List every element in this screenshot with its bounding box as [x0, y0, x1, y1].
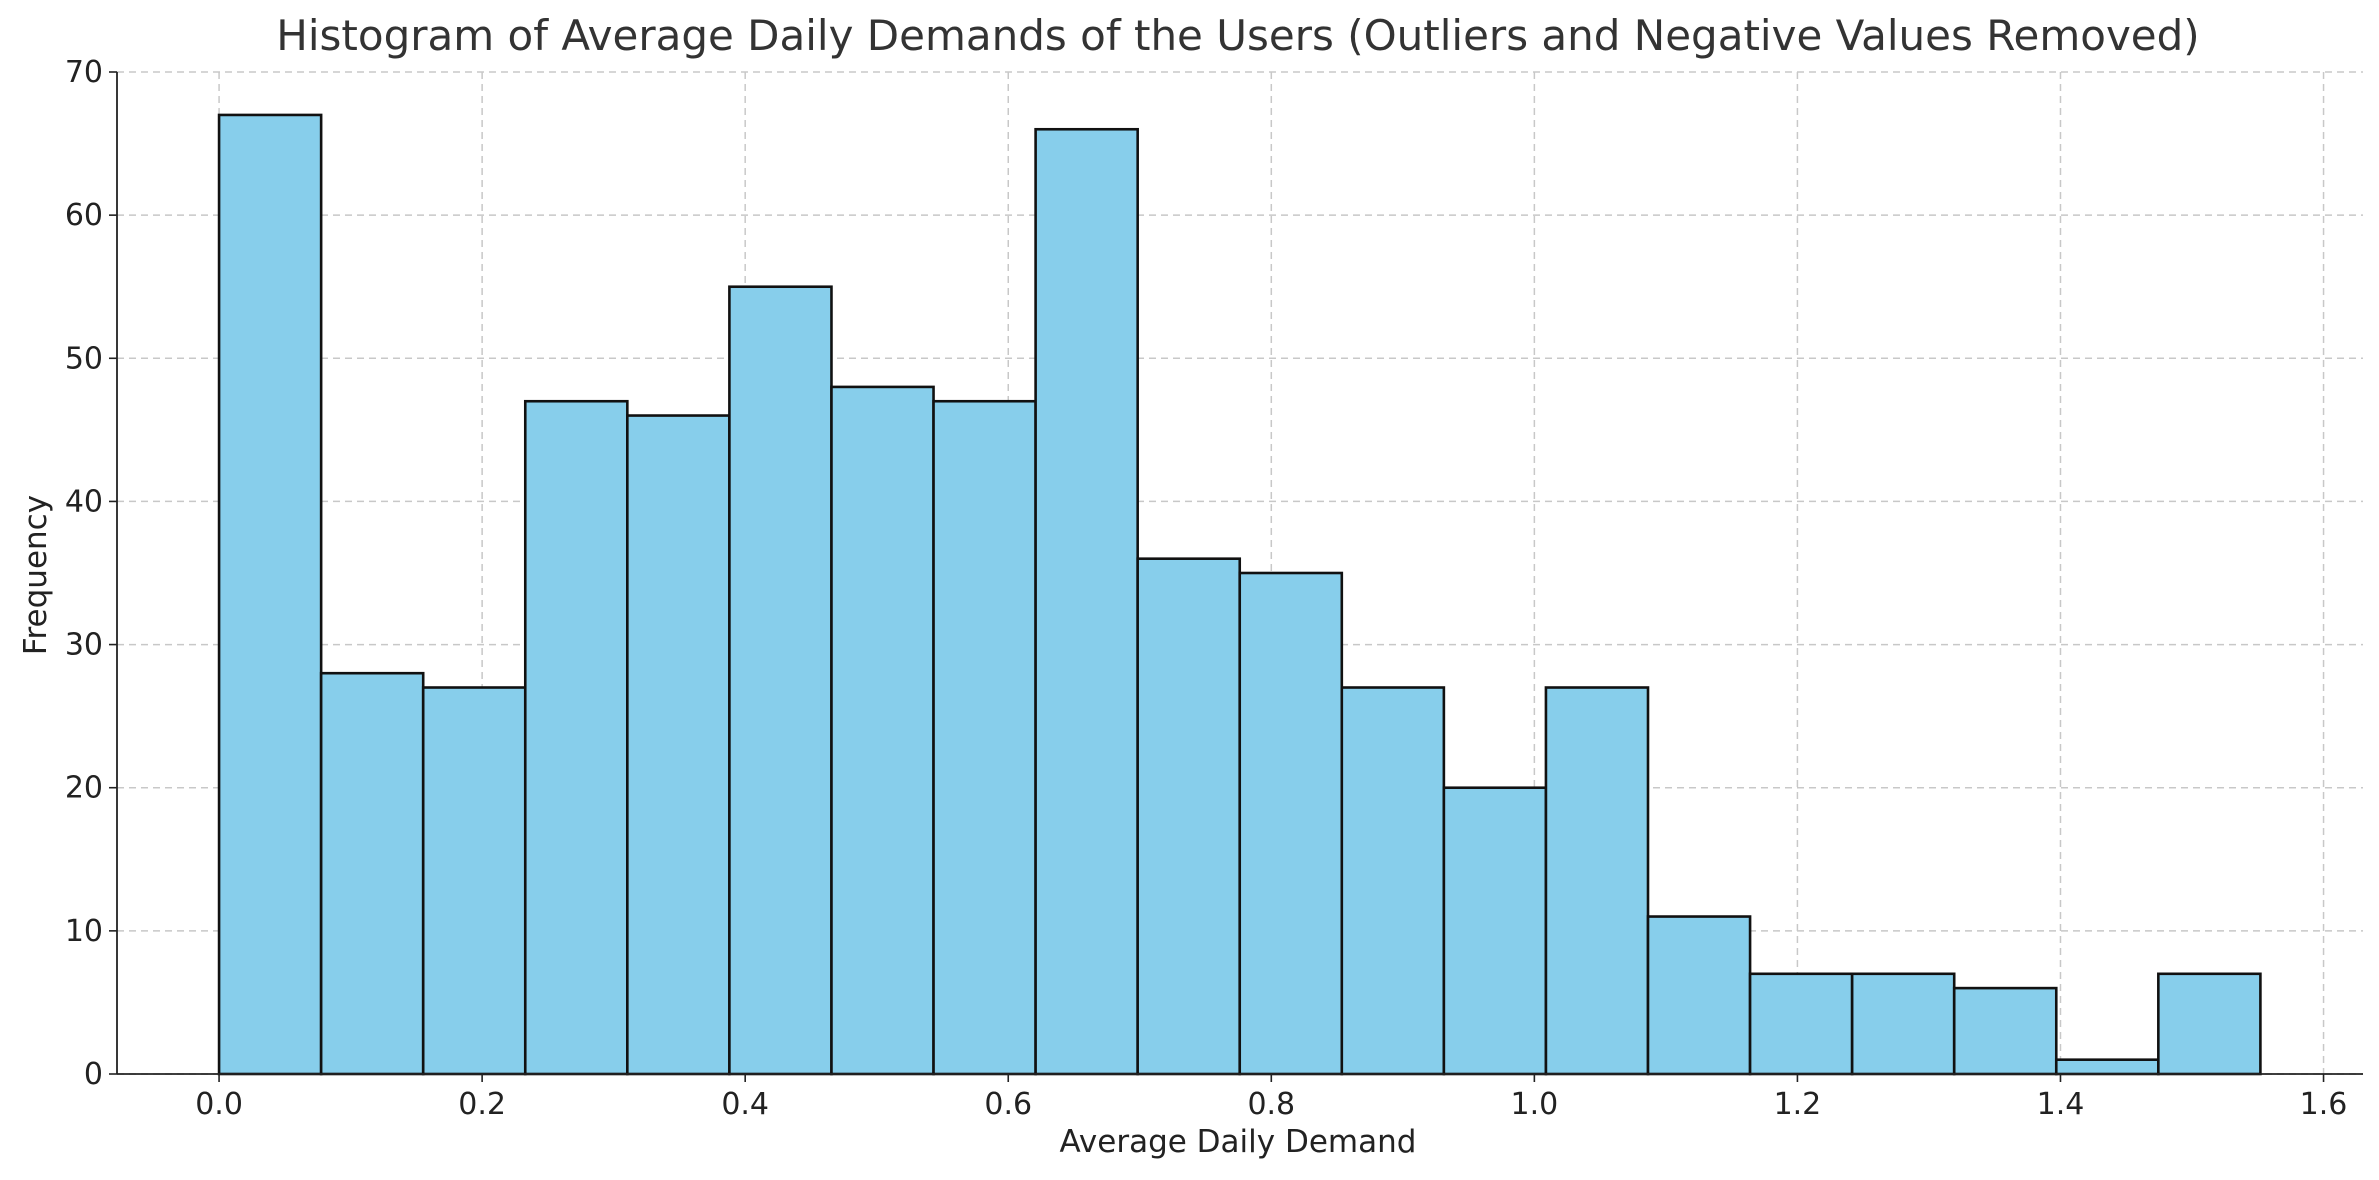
histogram-bar-11: [1340, 686, 1446, 1076]
x-tick-label-2: 0.4: [721, 1087, 769, 1122]
histogram-bar-2: [421, 686, 527, 1076]
axes: [116, 72, 2363, 1075]
x-tick-label-1: 0.2: [458, 1087, 506, 1122]
histogram-bar-16: [1850, 972, 1956, 1076]
y-tick-label-6: 60: [65, 198, 103, 233]
y-axis-label: Frequency: [18, 495, 54, 655]
x-axis-label: Average Daily Demand: [1060, 1124, 1417, 1160]
histogram-bar-19: [2157, 972, 2262, 1076]
x-tick-label-8: 1.6: [2300, 1087, 2348, 1122]
x-tick-label-5: 1.0: [1511, 1087, 1559, 1122]
histogram-bar-10: [1238, 571, 1344, 1076]
histogram-bar-13: [1544, 686, 1650, 1076]
x-tick-label-4: 0.8: [1247, 1087, 1295, 1122]
histogram-bar-15: [1748, 972, 1854, 1076]
histogram-bar-7: [932, 399, 1037, 1076]
histogram-bar-12: [1442, 786, 1548, 1076]
histogram-bar-18: [2054, 1058, 2160, 1076]
histogram-bar-17: [1952, 986, 2058, 1076]
histogram-bar-3: [523, 399, 629, 1076]
y-tick-label-2: 20: [65, 771, 103, 806]
y-tick-label-3: 30: [65, 628, 103, 663]
chart-title: Histogram of Average Daily Demands of th…: [276, 11, 2199, 60]
y-tick-label-0: 0: [84, 1057, 103, 1092]
x-tick-label-6: 1.2: [1774, 1087, 1822, 1122]
histogram-bar-6: [830, 385, 935, 1076]
y-tick-label-4: 40: [65, 484, 103, 519]
y-tick-label-1: 10: [65, 914, 103, 949]
x-tick-label-0: 0.0: [195, 1087, 243, 1122]
x-tick-label-7: 1.4: [2037, 1087, 2085, 1122]
histogram-bar-1: [319, 671, 425, 1076]
tick-labels: 0.0 0.2 0.4 0.6 0.8 1.0 1.2 1.4 1.6 0 10 20 30 40 50 60…: [65, 55, 2348, 1122]
histogram-bar-4: [626, 414, 731, 1076]
y-tick-label-5: 50: [65, 341, 103, 376]
histogram-bar-9: [1136, 557, 1242, 1076]
histogram-bar-5: [728, 285, 833, 1076]
histogram-bar-0: [217, 113, 323, 1076]
y-tick-label-7: 70: [65, 55, 103, 90]
x-tick-label-3: 0.6: [984, 1087, 1032, 1122]
histogram-bar-14: [1646, 915, 1752, 1076]
histogram-bar-8: [1034, 127, 1139, 1076]
